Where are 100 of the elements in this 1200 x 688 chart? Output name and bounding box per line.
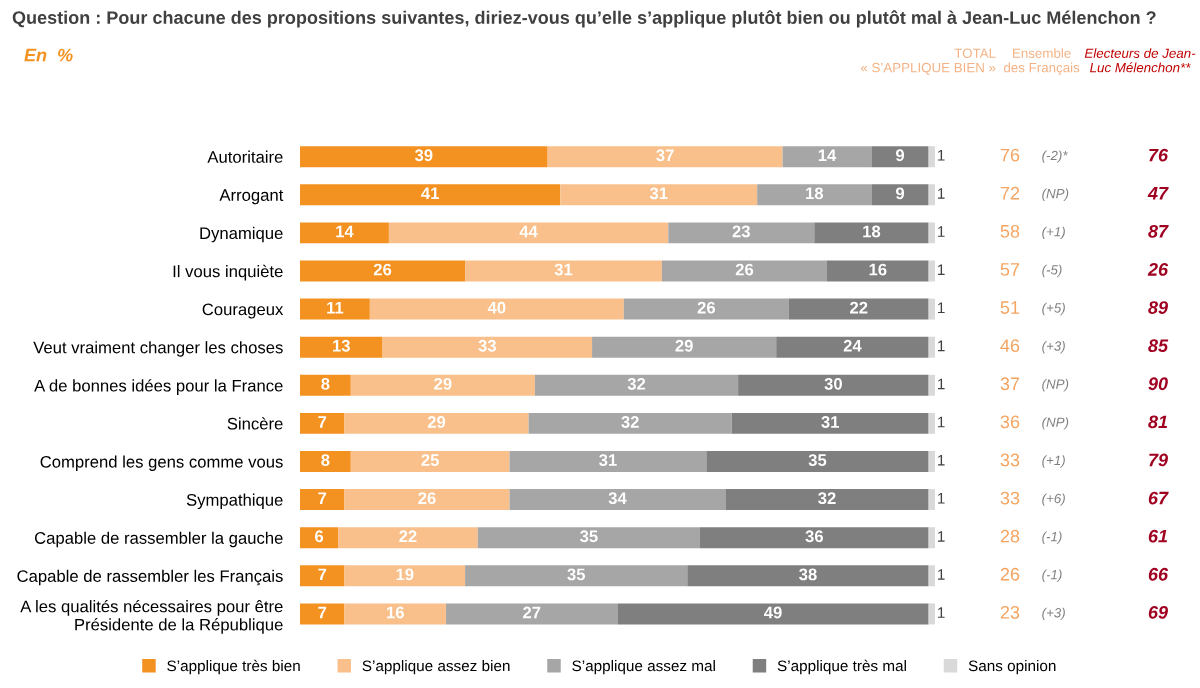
- y-tick-label: A de bonnes idées pour la France: [34, 379, 283, 395]
- data-label: 18: [806, 187, 824, 200]
- text: 33: [1000, 491, 1020, 505]
- bar: [477, 527, 701, 549]
- bar: [814, 222, 929, 244]
- bar: [706, 451, 929, 472]
- bar: [344, 489, 510, 511]
- bar: [928, 336, 935, 358]
- text: 76: [1000, 148, 1020, 162]
- bar: [547, 146, 783, 168]
- bar: [928, 451, 935, 472]
- y-tick-label: Capable de rassembler la gauche: [34, 531, 283, 548]
- data-label: 9: [895, 149, 905, 162]
- text: 89: [1148, 301, 1168, 314]
- bar: [623, 298, 789, 320]
- data-label: 16: [869, 263, 887, 276]
- bar: [300, 451, 351, 472]
- data-label: 38: [799, 568, 817, 581]
- bar: [871, 184, 929, 206]
- bar: [300, 260, 466, 282]
- bar: [300, 336, 383, 358]
- text: 51: [1000, 301, 1020, 314]
- bar: [465, 565, 688, 587]
- data-label: 26: [735, 263, 754, 276]
- data-label: 33: [478, 339, 496, 352]
- text: 79: [1149, 453, 1168, 467]
- bar: [528, 412, 732, 434]
- text: 67: [1148, 491, 1169, 505]
- text: 87: [1148, 224, 1169, 238]
- bar: [928, 146, 935, 168]
- text: 36: [1000, 415, 1020, 429]
- data-label: 49: [764, 606, 782, 619]
- bar: [344, 412, 529, 434]
- bar: [300, 184, 561, 206]
- data-label: 18: [863, 225, 881, 238]
- bar: [928, 412, 935, 434]
- bar: [350, 374, 535, 396]
- y-tick-label: Autoritaire: [207, 150, 283, 163]
- data-label: 35: [567, 568, 586, 581]
- bar: [928, 184, 935, 206]
- y-tick-label: Veut vraiment changer les choses: [33, 341, 283, 357]
- bar: [465, 260, 662, 282]
- data-label: 31: [821, 416, 839, 428]
- bar: [725, 489, 929, 511]
- data-label: 7: [318, 492, 327, 504]
- bar: [350, 451, 510, 472]
- y-tick-label: Sincère: [227, 417, 283, 430]
- data-label: 7: [318, 606, 327, 619]
- y-tick-label: Il vous inquiète: [173, 264, 283, 281]
- text: 33: [1000, 453, 1020, 467]
- data-label: 35: [808, 454, 827, 466]
- bar: [300, 412, 345, 434]
- data-label: 32: [621, 416, 639, 428]
- bar: [928, 489, 935, 511]
- y-tick-label: Capable de rassembler les Français: [17, 569, 283, 586]
- text: 58: [1000, 224, 1020, 238]
- data-label: 8: [321, 454, 330, 466]
- data-label: 35: [580, 530, 598, 543]
- bar: [369, 298, 624, 320]
- bar: [776, 336, 929, 358]
- data-label: 14: [336, 225, 354, 238]
- bar: [592, 336, 777, 358]
- text: 26: [1000, 567, 1020, 581]
- bar: [509, 451, 707, 472]
- data-label: 26: [418, 492, 436, 505]
- bar: [731, 412, 929, 434]
- bar: [668, 222, 815, 244]
- bar: [782, 146, 872, 168]
- text: 28: [1000, 529, 1020, 543]
- bar: [871, 146, 929, 168]
- chart-title: Question : Pour chacune des propositions suivantes, diriez-vous qu’elle s’applique plutôt bien ou plutôt mal à Jean-Luc Mélenchon ?: [12, 10, 1156, 28]
- data-label: 40: [487, 301, 506, 314]
- data-label: 14: [818, 149, 837, 161]
- data-label: 22: [850, 301, 868, 314]
- text: 69: [1148, 605, 1168, 619]
- text: 47: [1147, 187, 1169, 200]
- data-label: 24: [843, 339, 862, 352]
- data-label: 11: [327, 301, 344, 314]
- data-label: 6: [315, 530, 324, 543]
- data-label: 26: [697, 301, 716, 314]
- data-label: 25: [421, 454, 439, 466]
- bar: [388, 222, 669, 244]
- bar: [738, 374, 929, 396]
- data-label: 34: [608, 492, 627, 505]
- bar: [509, 489, 726, 511]
- y-tick-label: Arrogant: [219, 189, 284, 205]
- data-label: 9: [895, 187, 905, 200]
- data-label: 31: [554, 263, 573, 276]
- data-label: 39: [414, 149, 433, 162]
- data-label: 29: [427, 416, 446, 428]
- y-tick-label: Courageux: [202, 303, 284, 319]
- bar: [928, 527, 935, 549]
- y-tick-label: Sympathique: [186, 493, 283, 510]
- data-label: 36: [805, 530, 823, 543]
- text: 85: [1148, 339, 1169, 353]
- data-label: 13: [333, 339, 350, 352]
- bar: [700, 527, 929, 549]
- data-label: 37: [656, 149, 674, 162]
- bar: [300, 489, 345, 511]
- bar: [300, 527, 339, 549]
